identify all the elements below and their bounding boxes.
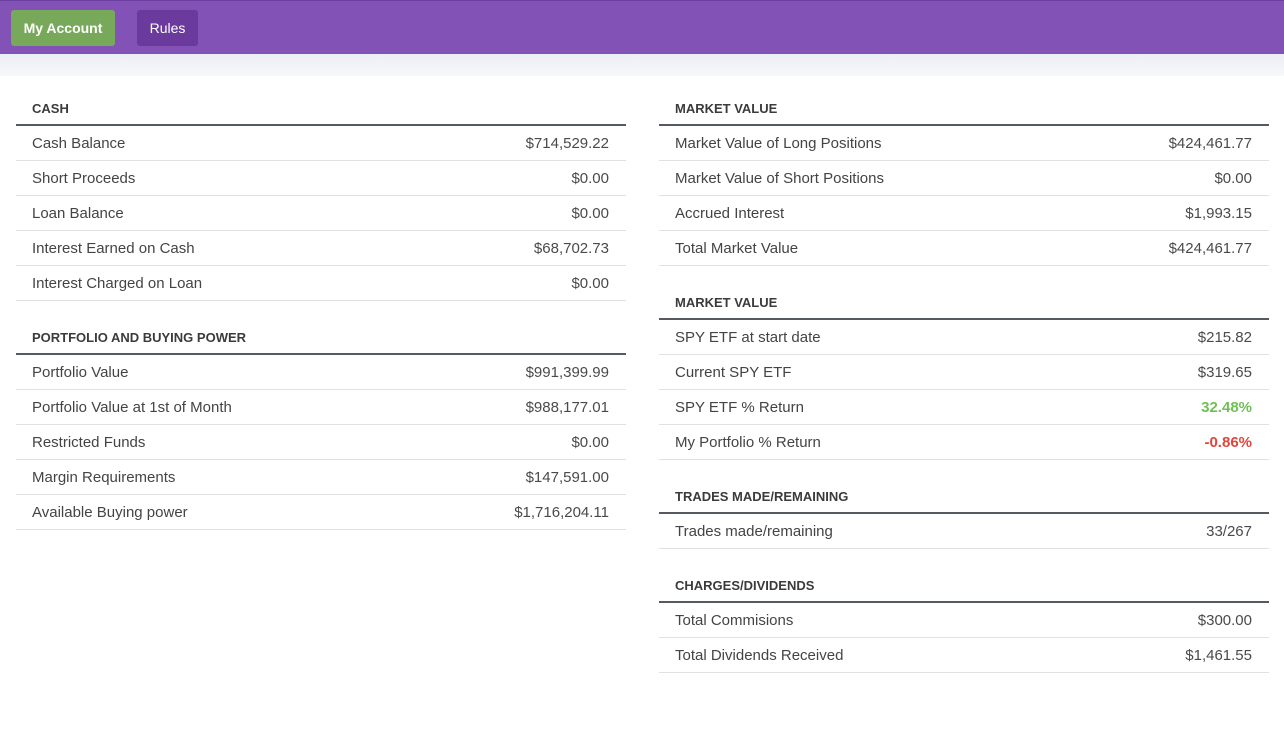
row-value: $1,993.15: [1185, 204, 1252, 222]
row-value: $319.65: [1197, 363, 1252, 381]
row-label: Trades made/remaining: [675, 522, 833, 540]
row-label: Accrued Interest: [675, 204, 785, 222]
row-label: SPY ETF % Return: [675, 398, 804, 416]
trades-section: TRADES MADE/REMAINING Trades made/remain…: [659, 480, 1269, 549]
section-title: PORTFOLIO AND BUYING POWER: [16, 321, 626, 355]
row-value: $424,461.77: [1168, 239, 1252, 257]
top-nav-bar: My Account Rules: [0, 0, 1284, 54]
row-value: $1,461.55: [1185, 646, 1252, 664]
table-row: SPY ETF at start date $215.82: [659, 320, 1269, 355]
row-value: $988,177.01: [525, 398, 609, 416]
market-value-section: MARKET VALUE Market Value of Long Positi…: [659, 92, 1269, 266]
row-value: $300.00: [1197, 611, 1252, 629]
table-row: Portfolio Value at 1st of Month $988,177…: [16, 390, 626, 425]
table-row: Interest Earned on Cash $68,702.73: [16, 231, 626, 266]
table-row: Restricted Funds $0.00: [16, 425, 626, 460]
table-row: Market Value of Short Positions $0.00: [659, 161, 1269, 196]
row-label: Portfolio Value: [32, 363, 129, 381]
row-label: Total Commisions: [675, 611, 794, 629]
charges-section: CHARGES/DIVIDENDS Total Commisions $300.…: [659, 569, 1269, 673]
row-label: Cash Balance: [32, 134, 126, 152]
row-label: Portfolio Value at 1st of Month: [32, 398, 232, 416]
row-label: SPY ETF at start date: [675, 328, 821, 346]
section-title: CHARGES/DIVIDENDS: [659, 569, 1269, 603]
section-title: TRADES MADE/REMAINING: [659, 480, 1269, 514]
row-label: Current SPY ETF: [675, 363, 792, 381]
row-value: $147,591.00: [525, 468, 609, 486]
portfolio-return-value: -0.86%: [1204, 433, 1252, 451]
row-label: Short Proceeds: [32, 169, 136, 187]
row-label: Total Market Value: [675, 239, 799, 257]
row-value: 33/267: [1206, 522, 1252, 540]
row-value: $0.00: [1214, 169, 1252, 187]
table-row: Interest Charged on Loan $0.00: [16, 266, 626, 301]
table-row: Loan Balance $0.00: [16, 196, 626, 231]
table-row: Available Buying power $1,716,204.11: [16, 495, 626, 530]
row-label: Available Buying power: [32, 503, 188, 521]
table-row: Current SPY ETF $319.65: [659, 355, 1269, 390]
portfolio-section: PORTFOLIO AND BUYING POWER Portfolio Val…: [16, 321, 626, 530]
row-label: My Portfolio % Return: [675, 433, 821, 451]
spy-market-value-section: MARKET VALUE SPY ETF at start date $215.…: [659, 286, 1269, 460]
row-label: Market Value of Long Positions: [675, 134, 882, 152]
section-title: MARKET VALUE: [659, 286, 1269, 320]
spy-return-value: 32.48%: [1201, 398, 1252, 416]
my-account-button[interactable]: My Account: [11, 10, 115, 46]
table-row: Total Market Value $424,461.77: [659, 231, 1269, 266]
table-row: Market Value of Long Positions $424,461.…: [659, 126, 1269, 161]
row-value: $0.00: [571, 274, 609, 292]
row-label: Total Dividends Received: [675, 646, 844, 664]
table-row: Trades made/remaining 33/267: [659, 514, 1269, 549]
row-value: $1,716,204.11: [514, 503, 609, 521]
table-row: My Portfolio % Return -0.86%: [659, 425, 1269, 460]
table-row: Portfolio Value $991,399.99: [16, 355, 626, 390]
table-row: SPY ETF % Return 32.48%: [659, 390, 1269, 425]
table-row: Cash Balance $714,529.22: [16, 126, 626, 161]
row-label: Margin Requirements: [32, 468, 176, 486]
row-value: $68,702.73: [533, 239, 609, 257]
left-column: CASH Cash Balance $714,529.22 Short Proc…: [16, 92, 626, 550]
row-label: Restricted Funds: [32, 433, 146, 451]
row-label: Loan Balance: [32, 204, 124, 222]
row-value: $0.00: [571, 169, 609, 187]
row-value: $424,461.77: [1168, 134, 1252, 152]
section-title: CASH: [16, 92, 626, 126]
right-column: MARKET VALUE Market Value of Long Positi…: [659, 92, 1269, 693]
cash-section: CASH Cash Balance $714,529.22 Short Proc…: [16, 92, 626, 301]
table-row: Total Commisions $300.00: [659, 603, 1269, 638]
section-title: MARKET VALUE: [659, 92, 1269, 126]
sub-header-strip: [0, 54, 1284, 76]
table-row: Margin Requirements $147,591.00: [16, 460, 626, 495]
table-row: Accrued Interest $1,993.15: [659, 196, 1269, 231]
table-row: Total Dividends Received $1,461.55: [659, 638, 1269, 673]
row-value: $991,399.99: [525, 363, 609, 381]
row-value: $0.00: [571, 433, 609, 451]
row-value: $215.82: [1197, 328, 1252, 346]
row-value: $714,529.22: [525, 134, 609, 152]
rules-button[interactable]: Rules: [137, 10, 198, 46]
row-label: Market Value of Short Positions: [675, 169, 884, 187]
table-row: Short Proceeds $0.00: [16, 161, 626, 196]
row-label: Interest Earned on Cash: [32, 239, 195, 257]
row-label: Interest Charged on Loan: [32, 274, 203, 292]
row-value: $0.00: [571, 204, 609, 222]
